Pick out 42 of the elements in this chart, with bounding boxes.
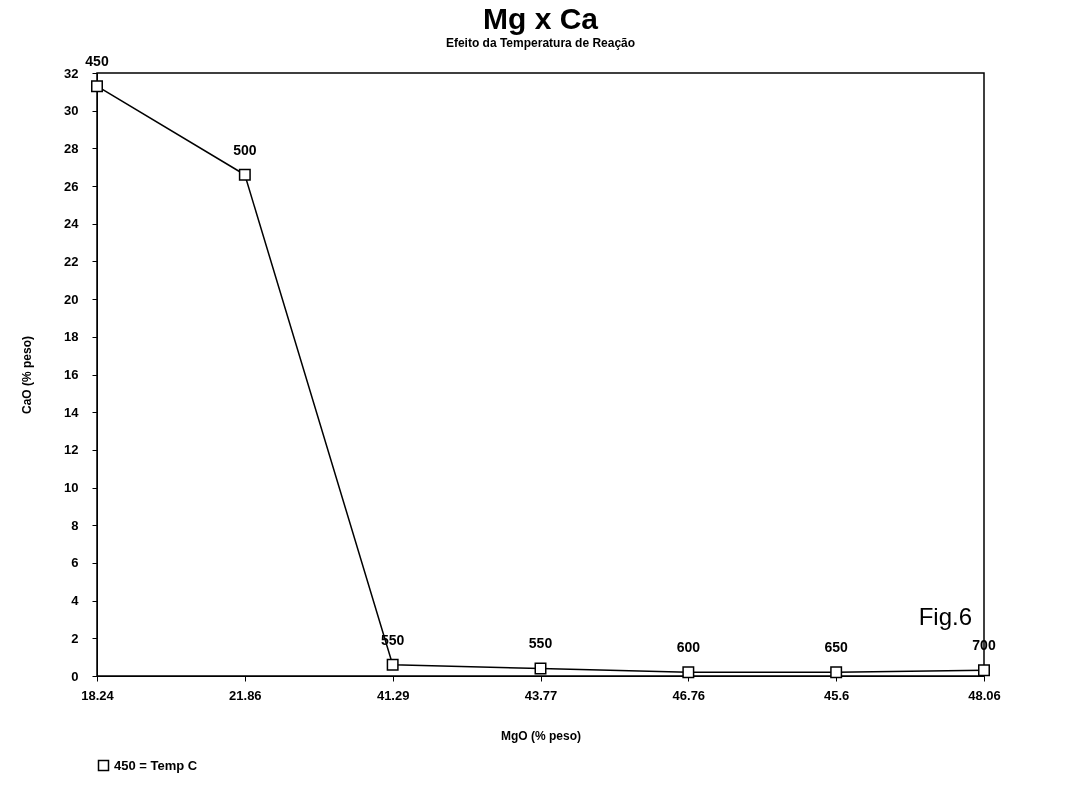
y-tick-label: 14 xyxy=(64,404,80,420)
y-tick-label: 32 xyxy=(64,65,79,81)
y-tick-label: 12 xyxy=(64,442,79,458)
y-tick-label: 4 xyxy=(71,593,80,609)
y-tick-label: 10 xyxy=(64,480,79,496)
annotation: 650 xyxy=(824,639,849,656)
y-tick-label: 28 xyxy=(64,140,79,156)
y-tick-label: 20 xyxy=(64,291,79,307)
x-tick-label: 21.86 xyxy=(229,687,262,703)
x-axis-title: MgO (% peso) xyxy=(501,728,581,743)
point xyxy=(682,666,695,679)
x-tick-label: 46.76 xyxy=(672,687,706,703)
annotation: 550 xyxy=(528,635,553,652)
y-tick-label: 2 xyxy=(71,630,79,646)
y-tick-label: 22 xyxy=(64,253,79,269)
y-axis-title: CaO (% peso) xyxy=(20,335,35,415)
y-tick-label: 8 xyxy=(71,517,79,533)
point xyxy=(830,666,843,679)
x-tick-label: 41.29 xyxy=(376,687,410,703)
point xyxy=(91,80,103,93)
y-tick-label: 24 xyxy=(64,216,80,232)
point xyxy=(386,658,399,671)
y-tick-label: 26 xyxy=(64,178,79,194)
point xyxy=(978,664,990,677)
x-tick-label: 45.6 xyxy=(824,687,850,703)
annotation: 500 xyxy=(233,141,257,158)
x-tick-label: 43.77 xyxy=(524,687,558,703)
x-tick-label: 18.24 xyxy=(81,687,115,703)
y-tick-label: 6 xyxy=(71,555,79,571)
annotation: 450 xyxy=(85,53,109,70)
chart-title: Mg x Ca xyxy=(482,2,599,36)
annotation: Fig.6 xyxy=(918,603,972,630)
y-tick-label: 18 xyxy=(64,329,79,345)
point xyxy=(238,168,251,181)
chart-subtitle: Efeito da Temperatura de Reação xyxy=(445,36,636,51)
x-tick-label: 48.06 xyxy=(968,687,1001,703)
y-tick-label: 16 xyxy=(64,367,79,382)
legend-label: 450 = Temp C xyxy=(114,757,198,773)
point xyxy=(534,662,547,675)
y-tick-label: 0 xyxy=(71,668,79,684)
y-tick-label: 30 xyxy=(64,103,79,119)
annotation: 600 xyxy=(676,639,701,656)
